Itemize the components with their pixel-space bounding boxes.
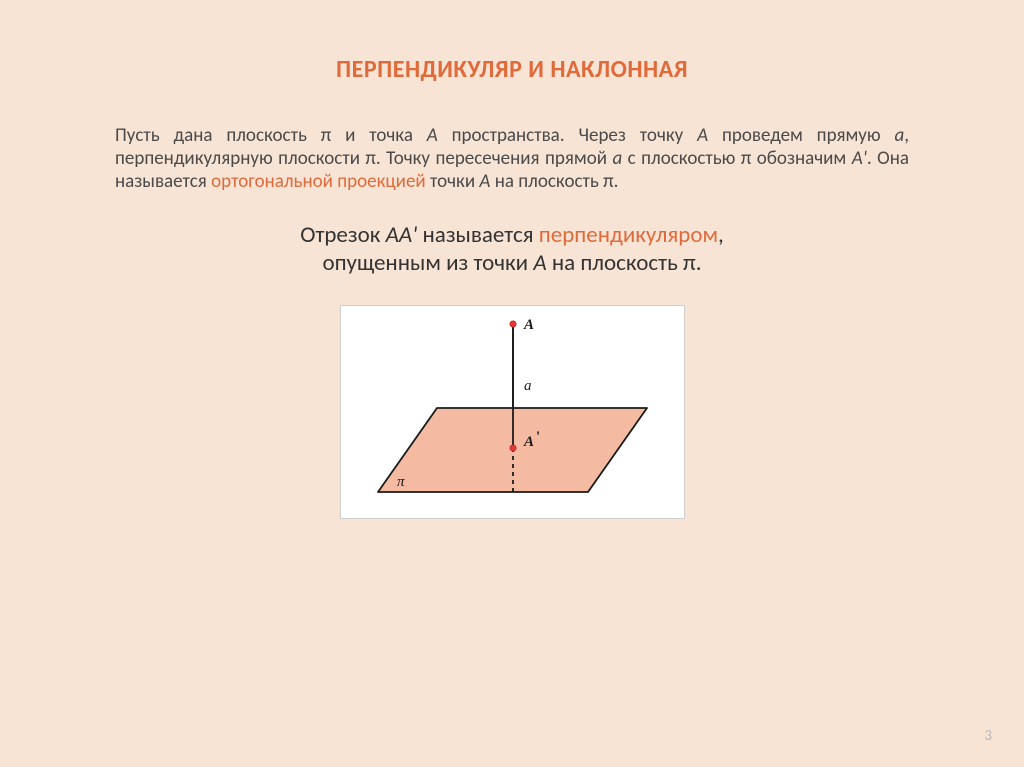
def-text: опущенным из точки [322, 249, 533, 277]
def-text: называется [417, 221, 538, 249]
def-text: , [718, 221, 724, 249]
para-text: пространства. Через точку [438, 124, 697, 147]
def-symbol-A: A [533, 249, 546, 277]
para-symbol-A: A [479, 170, 490, 193]
para-text: проведем прямую [708, 124, 894, 147]
definition-paragraph: Отрезок AA' называется перпендикуляром, … [0, 221, 1024, 277]
page-number: 3 [984, 727, 992, 745]
para-symbol-A: A [697, 124, 708, 147]
svg-text:a: a [524, 378, 532, 394]
para-text: Пусть дана плоскость π и точка [115, 124, 427, 147]
para-symbol-A-prime: A' [852, 147, 867, 170]
def-text: на плоскость π. [547, 249, 702, 277]
svg-text:': ' [536, 429, 540, 445]
def-text: Отрезок [300, 221, 385, 249]
intro-paragraph: Пусть дана плоскость π и точка A простра… [115, 124, 909, 193]
para-highlight-orthogonal-projection: ортогональной проекцией [211, 170, 426, 193]
geometry-diagram: AaA'π [340, 305, 685, 519]
para-text: с плоскостью π обозначим [622, 147, 851, 170]
page-title: ПЕРПЕНДИКУЛЯР И НАКЛОННАЯ [0, 0, 1024, 84]
svg-text:π: π [397, 474, 405, 490]
def-symbol-AA-prime: AA' [386, 221, 418, 249]
para-symbol-a: a [612, 147, 622, 170]
def-highlight-perpendicular: перпендикуляром [539, 221, 718, 249]
para-symbol-A: A [427, 124, 438, 147]
svg-text:A: A [523, 434, 534, 450]
svg-text:A: A [523, 317, 534, 333]
para-symbol-a: a [894, 124, 904, 147]
para-text: точки [426, 170, 480, 193]
para-text: на плоскость π. [490, 170, 618, 193]
